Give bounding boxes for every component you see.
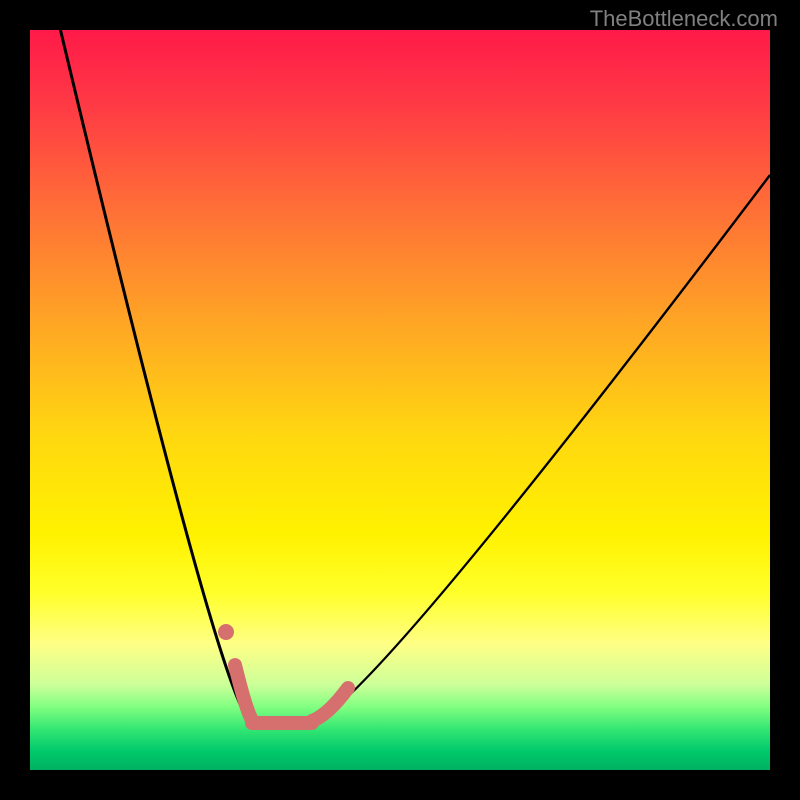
chart-svg	[0, 0, 800, 800]
plot-background	[30, 30, 770, 770]
watermark-text: TheBottleneck.com	[590, 6, 778, 32]
highlight-dot	[218, 624, 234, 640]
chart-stage: TheBottleneck.com	[0, 0, 800, 800]
